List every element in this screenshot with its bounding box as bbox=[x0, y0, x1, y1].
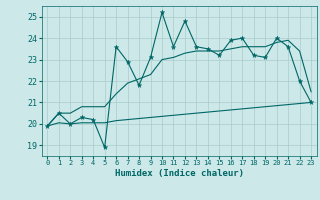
X-axis label: Humidex (Indice chaleur): Humidex (Indice chaleur) bbox=[115, 169, 244, 178]
